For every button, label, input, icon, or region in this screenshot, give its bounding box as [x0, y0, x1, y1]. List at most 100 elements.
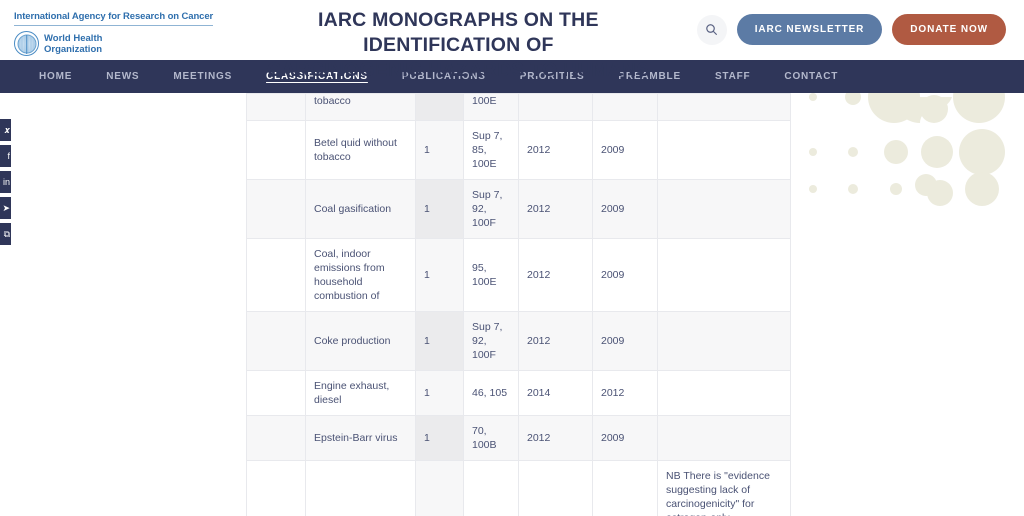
facebook-icon[interactable]: f: [0, 145, 11, 167]
cell-agent: Estrogen therapy, postmenopausal: [305, 460, 416, 516]
cell-group: 1: [415, 311, 464, 371]
nav-item-contact[interactable]: CONTACT: [784, 71, 839, 82]
iarc-wordmark: International Agency for Research on Can…: [14, 11, 213, 26]
site-header: International Agency for Research on Can…: [0, 0, 1024, 81]
cell-group: 1: [415, 370, 464, 416]
cell-agent: Betel quid without tobacco: [305, 120, 416, 180]
cell-agent: Coke production: [305, 311, 416, 371]
table-row: Epstein-Barr virus 1 70, 100B 2012 2009: [246, 415, 791, 461]
page-title: IARC MONOGRAPHS ON THE IDENTIFICATION OF…: [240, 0, 697, 83]
site-title-line1: IARC MONOGRAPHS ON THE IDENTIFICATION OF: [318, 9, 599, 56]
cell-note: [657, 415, 791, 461]
cell-group: [415, 93, 464, 121]
share-icon[interactable]: ➤: [0, 197, 11, 219]
cell-agent: Coal, indoor emissions from household co…: [305, 238, 416, 312]
cell-volume: 72, 100A: [463, 460, 519, 516]
cell-last-year: 2009: [592, 179, 658, 239]
cell-last_year: [592, 93, 658, 121]
cell-volume: 70, 100B: [463, 415, 519, 461]
nav-item-priorities[interactable]: PRIORITIES: [519, 71, 585, 82]
cell-eval-year: 2012: [518, 120, 593, 180]
cell-eval-year: 2012: [518, 311, 593, 371]
cell-eval-year: 2012: [518, 238, 593, 312]
cell-eval-year: 2014: [518, 370, 593, 416]
cell-agent: tobacco: [305, 93, 416, 121]
linkedin-icon[interactable]: in: [0, 171, 11, 193]
cell-note: [657, 370, 791, 416]
cell-blank: [246, 370, 306, 416]
decorative-dot-pattern: [809, 93, 1005, 206]
nav-item-classifications[interactable]: CLASSIFICATIONS: [266, 71, 368, 82]
table-row: Coal gasification 1 Sup 7, 92, 100F 2012 200…: [246, 179, 791, 239]
cell-blank: [246, 415, 306, 461]
cell-last-year: 2009: [592, 238, 658, 312]
nav-item-meetings[interactable]: MEETINGS: [173, 71, 233, 82]
page-content: 𝒙 f in ➤ ⧉ tobacco 100E Betel quid without tob…: [0, 93, 1024, 516]
cell-last-year: 2008: [592, 460, 658, 516]
nav-item-news[interactable]: NEWS: [106, 71, 140, 82]
cell-blank: [246, 120, 306, 180]
cell-note: [657, 93, 791, 121]
nav-item-staff[interactable]: STAFF: [714, 71, 751, 82]
cell-blank: [246, 460, 306, 516]
agents-table-container: tobacco 100E Betel quid without tobacco 1 Su…: [246, 93, 791, 516]
table-row: Estrogen therapy, postmenopausal172, 100…: [246, 460, 791, 516]
cell-group: 1: [415, 415, 464, 461]
cell-volume: 95, 100E: [463, 238, 519, 312]
cell-last-year: 2009: [592, 120, 658, 180]
nav-item-publications[interactable]: PUBLICATIONS: [401, 71, 486, 82]
who-logo-line2: Organization: [44, 43, 103, 55]
cell-group: 1: [415, 238, 464, 312]
donate-button[interactable]: DONATE NOW: [892, 14, 1006, 45]
cell-blank: [246, 311, 306, 371]
header-actions: IARC NEWSLETTER DONATE NOW: [696, 0, 1024, 45]
cell-agent: Engine exhaust, diesel: [305, 370, 416, 416]
cell-eval-year: 2012: [518, 460, 593, 516]
nav-item-preamble[interactable]: PREAMBLE: [618, 71, 681, 82]
cell-group: 1: [415, 460, 464, 516]
search-icon: [706, 24, 718, 35]
cell-note: [657, 120, 791, 180]
cell-note: [657, 238, 791, 312]
cell-eval-year: 2012: [518, 415, 593, 461]
brand-block[interactable]: International Agency for Research on Can…: [0, 0, 240, 56]
nav-item-home[interactable]: HOME: [39, 71, 73, 82]
main-navigation: HOME NEWS MEETINGS CLASSIFICATIONS PUBLICATI…: [0, 60, 1024, 93]
cell-agent: Coal gasification: [305, 179, 416, 239]
cell-note: [657, 311, 791, 371]
who-logo-line1: World Health: [44, 32, 103, 44]
who-logo-text: World Health Organization: [44, 33, 102, 55]
cell-note: NB There is "evidence suggesting lack of…: [657, 460, 791, 516]
cell-last-year: 2012: [592, 370, 658, 416]
agents-classification-table: tobacco 100E Betel quid without tobacco 1 Su…: [246, 93, 791, 516]
search-button[interactable]: [696, 14, 727, 45]
social-share-rail: 𝒙 f in ➤ ⧉: [0, 119, 11, 245]
cell-agent: Epstein-Barr virus: [305, 415, 416, 461]
table-row: Coke production 1 Sup 7, 92, 100F 2012 2009: [246, 311, 791, 371]
cell-blank: [246, 238, 306, 312]
table-row: Coal, indoor emissions from household co…: [246, 238, 791, 312]
table-row: Engine exhaust, diesel 1 46, 105 2014 2012: [246, 370, 791, 416]
cell-last-year: 2009: [592, 311, 658, 371]
cell-eval-year: 2012: [518, 179, 593, 239]
cell-last-year: 2009: [592, 415, 658, 461]
cell-volume: 46, 105: [463, 370, 519, 416]
who-logo: World Health Organization: [14, 31, 240, 56]
who-emblem-icon: [14, 31, 39, 56]
cell-volume: Sup 7, 92, 100F: [463, 311, 519, 371]
site-title-line2: CARCINOGENIC HAZARDS TO HUMANS: [267, 59, 650, 81]
cell-blank: [246, 179, 306, 239]
newsletter-button[interactable]: IARC NEWSLETTER: [736, 14, 883, 45]
cell-volume: 100E: [463, 93, 519, 121]
twitter-icon[interactable]: 𝒙: [0, 119, 11, 141]
table-row: Betel quid without tobacco 1 Sup 7, 85, 10…: [246, 120, 791, 180]
cell-volume: Sup 7, 92, 100F: [463, 179, 519, 239]
cell-eval_year: [518, 93, 593, 121]
cell-volume: Sup 7, 85, 100E: [463, 120, 519, 180]
cell-blank: [246, 93, 306, 121]
cell-group: 1: [415, 179, 464, 239]
table-row: tobacco 100E: [246, 93, 791, 121]
copy-link-icon[interactable]: ⧉: [0, 223, 11, 245]
cell-group: 1: [415, 120, 464, 180]
cell-note: [657, 179, 791, 239]
